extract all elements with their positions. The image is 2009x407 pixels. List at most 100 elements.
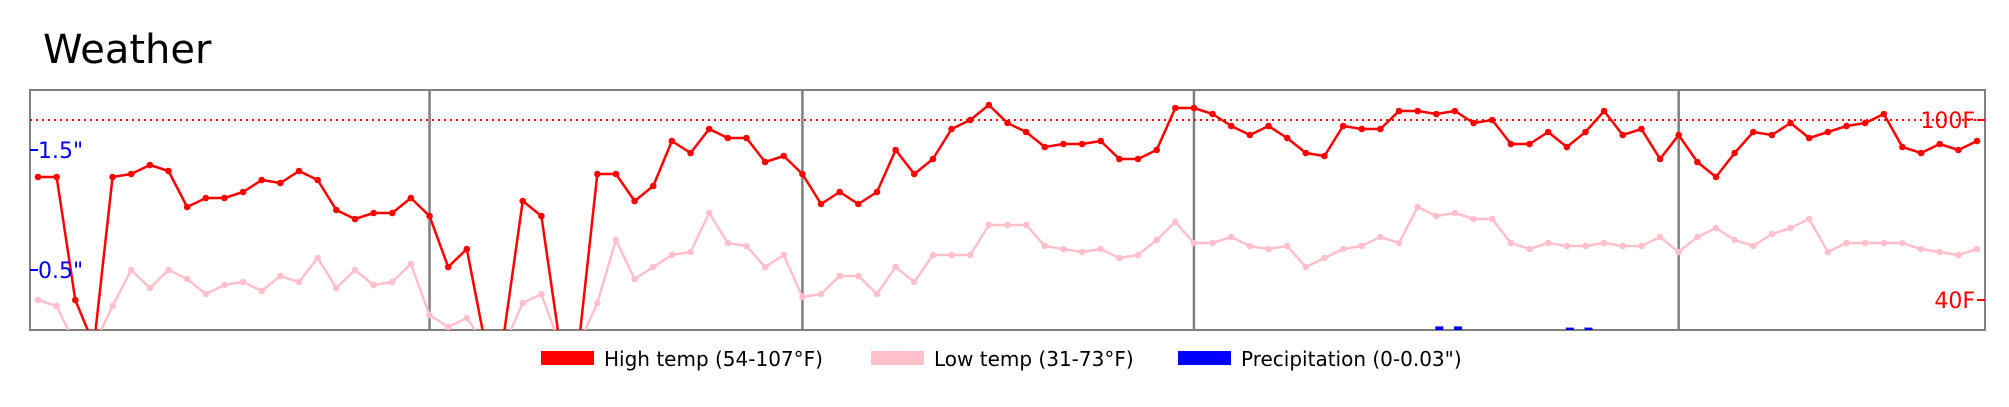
low-temp-point-82 [1563, 242, 1571, 250]
low-temp-point-11 [239, 278, 247, 286]
low-temp-point-68 [1302, 263, 1310, 271]
high-temp-point-56 [1078, 140, 1086, 148]
low-temp-point-83 [1582, 242, 1589, 250]
high-temp-point-94 [1787, 119, 1794, 127]
high-temp-point-70 [1339, 122, 1347, 130]
low-temp-point-45 [873, 290, 881, 298]
low-temp-series [34, 203, 1981, 349]
low-temp-point-60 [1153, 236, 1160, 244]
low-temp-point-67 [1283, 242, 1291, 250]
high-temp-point-87 [1656, 155, 1664, 163]
high-temp-point-71 [1358, 125, 1366, 133]
low-temp-point-30 [594, 299, 601, 307]
low-temp-point-91 [1731, 236, 1738, 244]
low-temp-point-8 [183, 275, 191, 283]
low-temp-point-81 [1544, 239, 1552, 247]
high-temp-point-47 [910, 170, 918, 178]
low-temp-point-23 [463, 314, 471, 322]
high-temp-point-49 [948, 125, 955, 133]
high-temp-point-96 [1824, 128, 1832, 136]
high-temp-point-23 [463, 245, 471, 253]
low-temp-point-29 [575, 342, 582, 349]
high-temp-point-20 [407, 194, 415, 202]
high-temp-point-73 [1395, 107, 1403, 115]
high-temp-point-63 [1209, 110, 1216, 118]
low-temp-point-35 [687, 248, 694, 256]
low-temp-point-37 [724, 239, 732, 247]
high-temp-point-6 [146, 161, 154, 169]
high-temp-point-64 [1227, 122, 1235, 130]
low-temp-point-53 [1022, 221, 1030, 229]
high-temp-point-38 [743, 134, 750, 142]
low-temp-point-70 [1339, 245, 1347, 253]
high-temp-point-25 [502, 329, 506, 330]
low-temp-point-102 [1936, 248, 1944, 256]
precip-bar-1 [1453, 326, 1462, 330]
high-temp-point-78 [1488, 116, 1496, 124]
low-temp-point-25 [501, 342, 508, 349]
low-temp-point-94 [1787, 224, 1794, 232]
high-temp-point-24 [482, 342, 489, 349]
high-temp-point-60 [1153, 146, 1160, 154]
high-temp-point-43 [836, 188, 844, 196]
low-temp-point-63 [1209, 239, 1216, 247]
low-temp-point-1 [53, 302, 60, 310]
high-temp-point-42 [817, 200, 825, 208]
high-temp-point-8 [183, 203, 191, 211]
high-temp-point-34 [668, 137, 676, 145]
low-temp-point-10 [221, 281, 228, 289]
high-temp-point-19 [388, 209, 396, 217]
high-temp-point-84 [1600, 107, 1608, 115]
high-temp-point-99 [1880, 110, 1888, 118]
low-temp-point-44 [855, 272, 862, 280]
chart-title: Weather [43, 27, 212, 73]
left-axis-ticks: 1.5" 0.5" [30, 139, 83, 284]
high-temp-point-7 [165, 167, 172, 175]
high-temp-point-50 [966, 116, 974, 124]
low-temp-point-55 [1060, 245, 1067, 253]
low-temp-point-28 [557, 342, 564, 349]
high-temp-point-37 [724, 134, 732, 142]
left-tick-label-1: 0.5" [38, 259, 83, 284]
low-temp-point-86 [1638, 242, 1645, 250]
low-temp-point-20 [407, 260, 415, 268]
low-temp-point-54 [1041, 242, 1049, 250]
low-temp-point-69 [1321, 254, 1328, 262]
precip-bar-2 [1565, 327, 1574, 330]
low-temp-point-75 [1433, 212, 1440, 220]
low-temp-point-50 [966, 251, 974, 259]
low-temp-point-0 [34, 296, 42, 304]
low-temp-point-101 [1917, 245, 1925, 253]
plot-area: 1.5" 0.5" 100F 40F [29, 89, 1986, 349]
high-temp-point-1 [53, 173, 60, 181]
low-temp-point-5 [127, 266, 135, 274]
high-temp-point-21 [426, 212, 433, 220]
high-temp-point-74 [1414, 107, 1421, 115]
high-temp-point-103 [1955, 146, 1962, 154]
legend-swatch-1 [871, 351, 924, 365]
low-temp-point-78 [1488, 215, 1496, 223]
low-temp-point-64 [1227, 233, 1235, 241]
low-temp-point-71 [1358, 242, 1366, 250]
low-temp-point-48 [929, 251, 937, 259]
high-temp-point-98 [1861, 119, 1869, 127]
low-temp-point-58 [1116, 254, 1123, 262]
high-temp-point-46 [892, 146, 899, 154]
low-temp-point-92 [1749, 242, 1757, 250]
high-temp-point-9 [202, 194, 210, 202]
low-temp-point-14 [295, 278, 303, 286]
high-temp-point-18 [370, 209, 377, 217]
low-temp-point-80 [1526, 245, 1533, 253]
high-temp-point-29 [575, 342, 582, 349]
high-temp-point-95 [1805, 134, 1813, 142]
low-temp-point-6 [146, 284, 154, 292]
legend-label-2: Precipitation (0-0.03") [1241, 347, 1462, 371]
low-temp-point-74 [1414, 203, 1421, 211]
low-temp-point-38 [743, 242, 750, 250]
low-temp-point-4 [109, 302, 116, 310]
low-temp-point-98 [1861, 239, 1869, 247]
high-temp-point-3 [91, 342, 98, 349]
right-tick-label-1: 40F [1934, 289, 1975, 314]
high-temp-point-76 [1451, 107, 1459, 115]
